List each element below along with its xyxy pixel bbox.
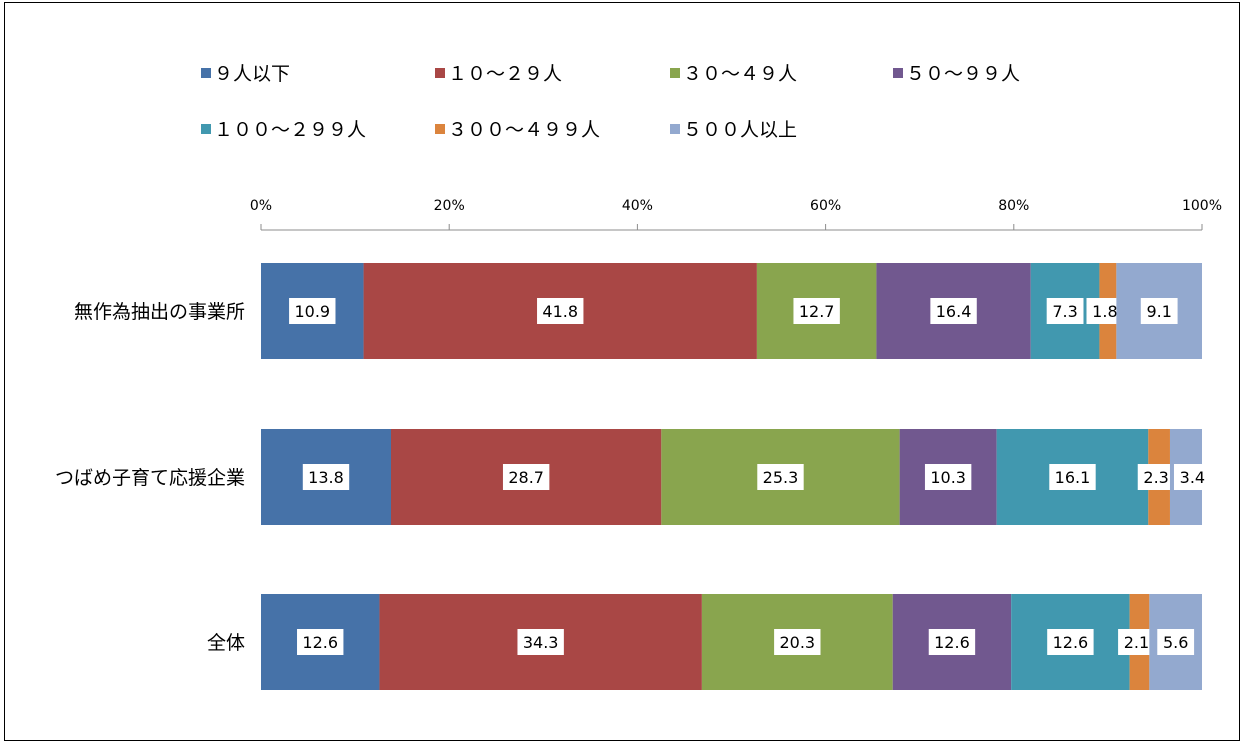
legend-label-4: ５０～９９人 <box>906 63 1020 85</box>
data-label-3-4: 12.6 <box>934 633 970 652</box>
stacked-bar-chart: ９人以下 １０～２９人 ３０～４９人 ５０～９９人 １００～２９９人 ３００～４９９人 ５０… <box>5 3 1241 742</box>
data-label-3-5: 12.6 <box>1053 633 1089 652</box>
data-label-2-3: 25.3 <box>763 468 799 487</box>
data-label-3-2: 34.3 <box>523 633 559 652</box>
data-label-1-7: 9.1 <box>1146 302 1171 321</box>
legend-label-6: ３００～４９９人 <box>448 119 600 141</box>
category-label-3: 全体 <box>207 632 245 654</box>
data-label-3-1: 12.6 <box>302 633 338 652</box>
data-label-2-4: 10.3 <box>930 468 966 487</box>
data-label-2-7: 3.4 <box>1180 468 1205 487</box>
x-tick-label-2: 40% <box>622 198 653 214</box>
legend-label-1: ９人以下 <box>214 63 290 85</box>
chart-legend: ９人以下 １０～２９人 ３０～４９人 ５０～９９人 １００～２９９人 ３００～４９９人 ５０… <box>201 63 1020 141</box>
legend-swatch-6 <box>435 124 445 134</box>
category-label-1: 無作為抽出の事業所 <box>74 301 245 323</box>
legend-swatch-4 <box>893 68 903 78</box>
data-label-1-1: 10.9 <box>294 302 330 321</box>
data-label-3-7: 5.6 <box>1163 633 1188 652</box>
data-label-2-2: 28.7 <box>508 468 544 487</box>
legend-label-2: １０～２９人 <box>448 63 562 85</box>
x-axis: 0% 20% 40% 60% 80% 100% <box>250 198 1222 230</box>
category-label-2: つばめ子育て応援企業 <box>55 467 245 489</box>
data-label-3-6: 2.1 <box>1124 633 1149 652</box>
data-label-2-1: 13.8 <box>308 468 344 487</box>
x-tick-label-5: 100% <box>1182 198 1222 214</box>
legend-swatch-3 <box>670 68 680 78</box>
legend-label-3: ３０～４９人 <box>683 63 797 85</box>
chart-frame: ９人以下 １０～２９人 ３０～４９人 ５０～９９人 １００～２９９人 ３００～４９９人 ５０… <box>4 2 1240 741</box>
data-label-2-6: 2.3 <box>1143 468 1168 487</box>
data-label-2-5: 16.1 <box>1055 468 1091 487</box>
data-label-1-5: 7.3 <box>1052 302 1077 321</box>
legend-label-7: ５００人以上 <box>683 119 797 141</box>
legend-swatch-1 <box>201 68 211 78</box>
x-tick-label-4: 80% <box>998 198 1029 214</box>
data-label-1-6: 1.8 <box>1092 302 1117 321</box>
data-label-1-4: 16.4 <box>936 302 972 321</box>
x-tick-label-3: 60% <box>810 198 841 214</box>
x-tick-label-1: 20% <box>434 198 465 214</box>
x-tick-label-0: 0% <box>250 198 272 214</box>
legend-label-5: １００～２９９人 <box>214 119 366 141</box>
bar-area: 10.9 41.8 12.7 16.4 7.3 1.8 9.1 13.8 28.7 25.3 10.… <box>261 263 1211 690</box>
data-label-3-3: 20.3 <box>779 633 815 652</box>
data-label-1-3: 12.7 <box>799 302 835 321</box>
legend-swatch-7 <box>670 124 680 134</box>
legend-swatch-2 <box>435 68 445 78</box>
legend-swatch-5 <box>201 124 211 134</box>
data-label-1-2: 41.8 <box>542 302 578 321</box>
